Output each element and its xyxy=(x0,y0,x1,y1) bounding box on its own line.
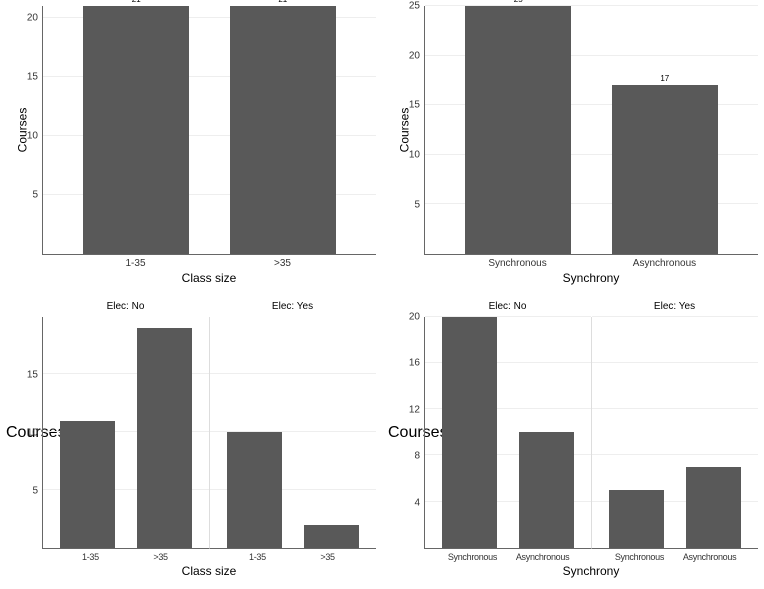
bar-group: 17 xyxy=(592,6,739,254)
bar xyxy=(60,421,115,548)
plot-area xyxy=(591,317,758,550)
x-axis-label: Class size xyxy=(42,564,376,578)
x-tick: >35 xyxy=(209,258,356,269)
x-axis: SynchronousAsynchronousSynchronousAsynch… xyxy=(388,549,758,583)
y-tick: 4 xyxy=(414,497,420,508)
y-axis: Courses 51015 xyxy=(6,317,42,550)
panel-top-right: Courses 510152025 2517 SynchronousAsynch… xyxy=(388,6,758,289)
facet: Elec: Yes xyxy=(209,301,376,550)
facet-row: Elec: NoElec: Yes xyxy=(42,301,376,550)
plot-area xyxy=(42,317,209,550)
facet-title: Elec: No xyxy=(424,301,591,317)
bar xyxy=(304,525,359,548)
bar-value-label: 17 xyxy=(660,74,669,83)
y-tick: 5 xyxy=(414,199,420,210)
panel-bottom-left: Courses 51015 Elec: NoElec: Yes 1-35>351… xyxy=(6,301,376,584)
bar: 21 xyxy=(230,6,336,254)
bar-group: 25 xyxy=(445,6,592,254)
plot-area xyxy=(209,317,376,550)
y-tick: 16 xyxy=(409,358,420,369)
x-tick: Synchronous xyxy=(444,258,591,269)
facet: Elec: Yes xyxy=(591,301,758,550)
x-axis: 1-35>351-35>35 Class size xyxy=(6,549,376,583)
bar xyxy=(686,467,741,548)
bar-value-label: 21 xyxy=(132,0,141,4)
y-tick: 25 xyxy=(409,1,420,12)
y-tick: 8 xyxy=(414,451,420,462)
facet: Elec: No xyxy=(42,301,209,550)
bar-value-label: 25 xyxy=(514,0,523,4)
bar xyxy=(519,432,574,548)
x-ticks: SynchronousAsynchronousSynchronousAsynch… xyxy=(424,552,758,562)
bar: 21 xyxy=(83,6,189,254)
x-axis: 1-35>35 Class size xyxy=(6,255,376,289)
y-tick: 15 xyxy=(27,72,38,83)
y-axis: Courses 48121620 xyxy=(388,317,424,550)
facet-title: Elec: Yes xyxy=(209,301,376,317)
y-ticks: 510152025 xyxy=(402,6,424,255)
bars: 2517 xyxy=(425,6,758,254)
x-ticks: SynchronousAsynchronous xyxy=(424,258,758,269)
x-axis-label: Class size xyxy=(42,271,376,285)
x-ticks: 1-35>35 xyxy=(42,258,376,269)
x-axis: SynchronousAsynchronous Synchrony xyxy=(388,255,758,289)
bar xyxy=(227,432,282,548)
x-tick: Synchronous xyxy=(604,552,674,562)
y-ticks: 48121620 xyxy=(402,317,424,550)
y-tick: 15 xyxy=(409,100,420,111)
panel-top-left: Courses 5101520 2121 1-35>35 Class size xyxy=(6,6,376,289)
y-tick: 5 xyxy=(32,485,38,496)
bar xyxy=(609,490,664,548)
facet-row: Elec: NoElec: Yes xyxy=(424,301,758,550)
y-tick: 20 xyxy=(409,50,420,61)
y-tick: 10 xyxy=(27,131,38,142)
y-tick: 20 xyxy=(27,12,38,23)
bar-value-label: 21 xyxy=(278,0,287,4)
x-tick: 1-35 xyxy=(62,258,209,269)
facet: Elec: No xyxy=(424,301,591,550)
x-axis-label: Synchrony xyxy=(424,271,758,285)
bar-group: 21 xyxy=(210,6,357,254)
x-tick: 1-35 xyxy=(55,552,125,562)
facet-title: Elec: Yes xyxy=(591,301,758,317)
y-tick: 10 xyxy=(27,427,38,438)
panel-bottom-right: Courses 48121620 Elec: NoElec: Yes Synch… xyxy=(388,301,758,584)
y-ticks: 5 10 15 20 xyxy=(20,6,42,255)
y-axis: Courses 510152025 xyxy=(388,6,424,255)
y-tick: 20 xyxy=(409,311,420,322)
y-axis: Courses 5101520 xyxy=(6,6,42,255)
y-tick: 12 xyxy=(409,404,420,415)
x-tick: 1-35 xyxy=(222,552,292,562)
x-tick: >35 xyxy=(126,552,196,562)
chart-grid: Courses 5101520 2121 1-35>35 Class size … xyxy=(0,0,764,589)
x-tick: Asynchronous xyxy=(591,258,738,269)
facet-title: Elec: No xyxy=(42,301,209,317)
bar-group: 21 xyxy=(63,6,210,254)
x-ticks: 1-35>351-35>35 xyxy=(42,552,376,562)
bar xyxy=(442,317,497,549)
y-tick: 10 xyxy=(409,150,420,161)
x-tick: Asynchronous xyxy=(508,552,578,562)
x-tick: Asynchronous xyxy=(675,552,745,562)
plot-area: 2517 xyxy=(424,6,758,255)
bar xyxy=(137,328,192,548)
plot-area: 2121 xyxy=(42,6,376,255)
bar: 25 xyxy=(465,6,571,254)
x-axis-label: Synchrony xyxy=(424,564,758,578)
y-ticks: 5 10 15 xyxy=(20,317,42,550)
bar: 17 xyxy=(612,85,718,253)
x-tick: Synchronous xyxy=(437,552,507,562)
plot-area xyxy=(424,317,591,550)
x-tick: >35 xyxy=(293,552,363,562)
y-tick: 15 xyxy=(27,369,38,380)
bars: 2121 xyxy=(43,6,376,254)
y-tick: 5 xyxy=(32,190,38,201)
